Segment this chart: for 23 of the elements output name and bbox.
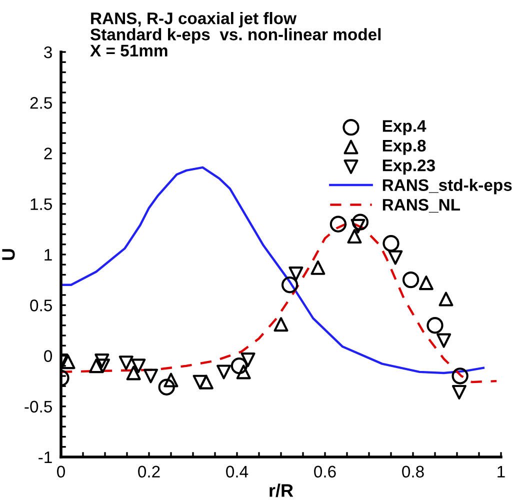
y-tick-label: 2.5 [30,97,52,109]
x-tick-label: 0.4 [226,466,248,478]
legend-label: Exp.8 [382,140,426,155]
y-tick-label: -0.5 [24,400,52,413]
x-tick-label: 0.6 [314,466,336,478]
y-tick-label: 1.5 [30,198,52,210]
x-axis-title: r/R [270,484,294,498]
y-tick-label: 2 [44,148,52,160]
x-tick-label: 0.8 [402,466,424,478]
x-tick-label: 1 [498,466,505,478]
legend-label: RANS_std-k-eps [382,178,512,194]
chart-title: RANS, R-J coaxial jet flow Standard k-eps vs. non-linear model X = 51mm [90,12,381,57]
y-tick-label: 3 [44,46,52,58]
x-tick-label: 0.2 [138,466,160,478]
y-tick-label: 0 [44,350,52,362]
legend-label: RANS_NL [382,198,460,213]
y-tick-label: -1 [38,452,52,464]
legend-label: Exp.4 [382,120,426,136]
legend-label: Exp.23 [382,159,435,175]
y-tick-label: 0.5 [30,300,52,312]
y-axis-title: U [2,249,15,260]
x-tick-label: 0 [57,466,65,478]
y-tick-label: 1 [44,249,52,261]
